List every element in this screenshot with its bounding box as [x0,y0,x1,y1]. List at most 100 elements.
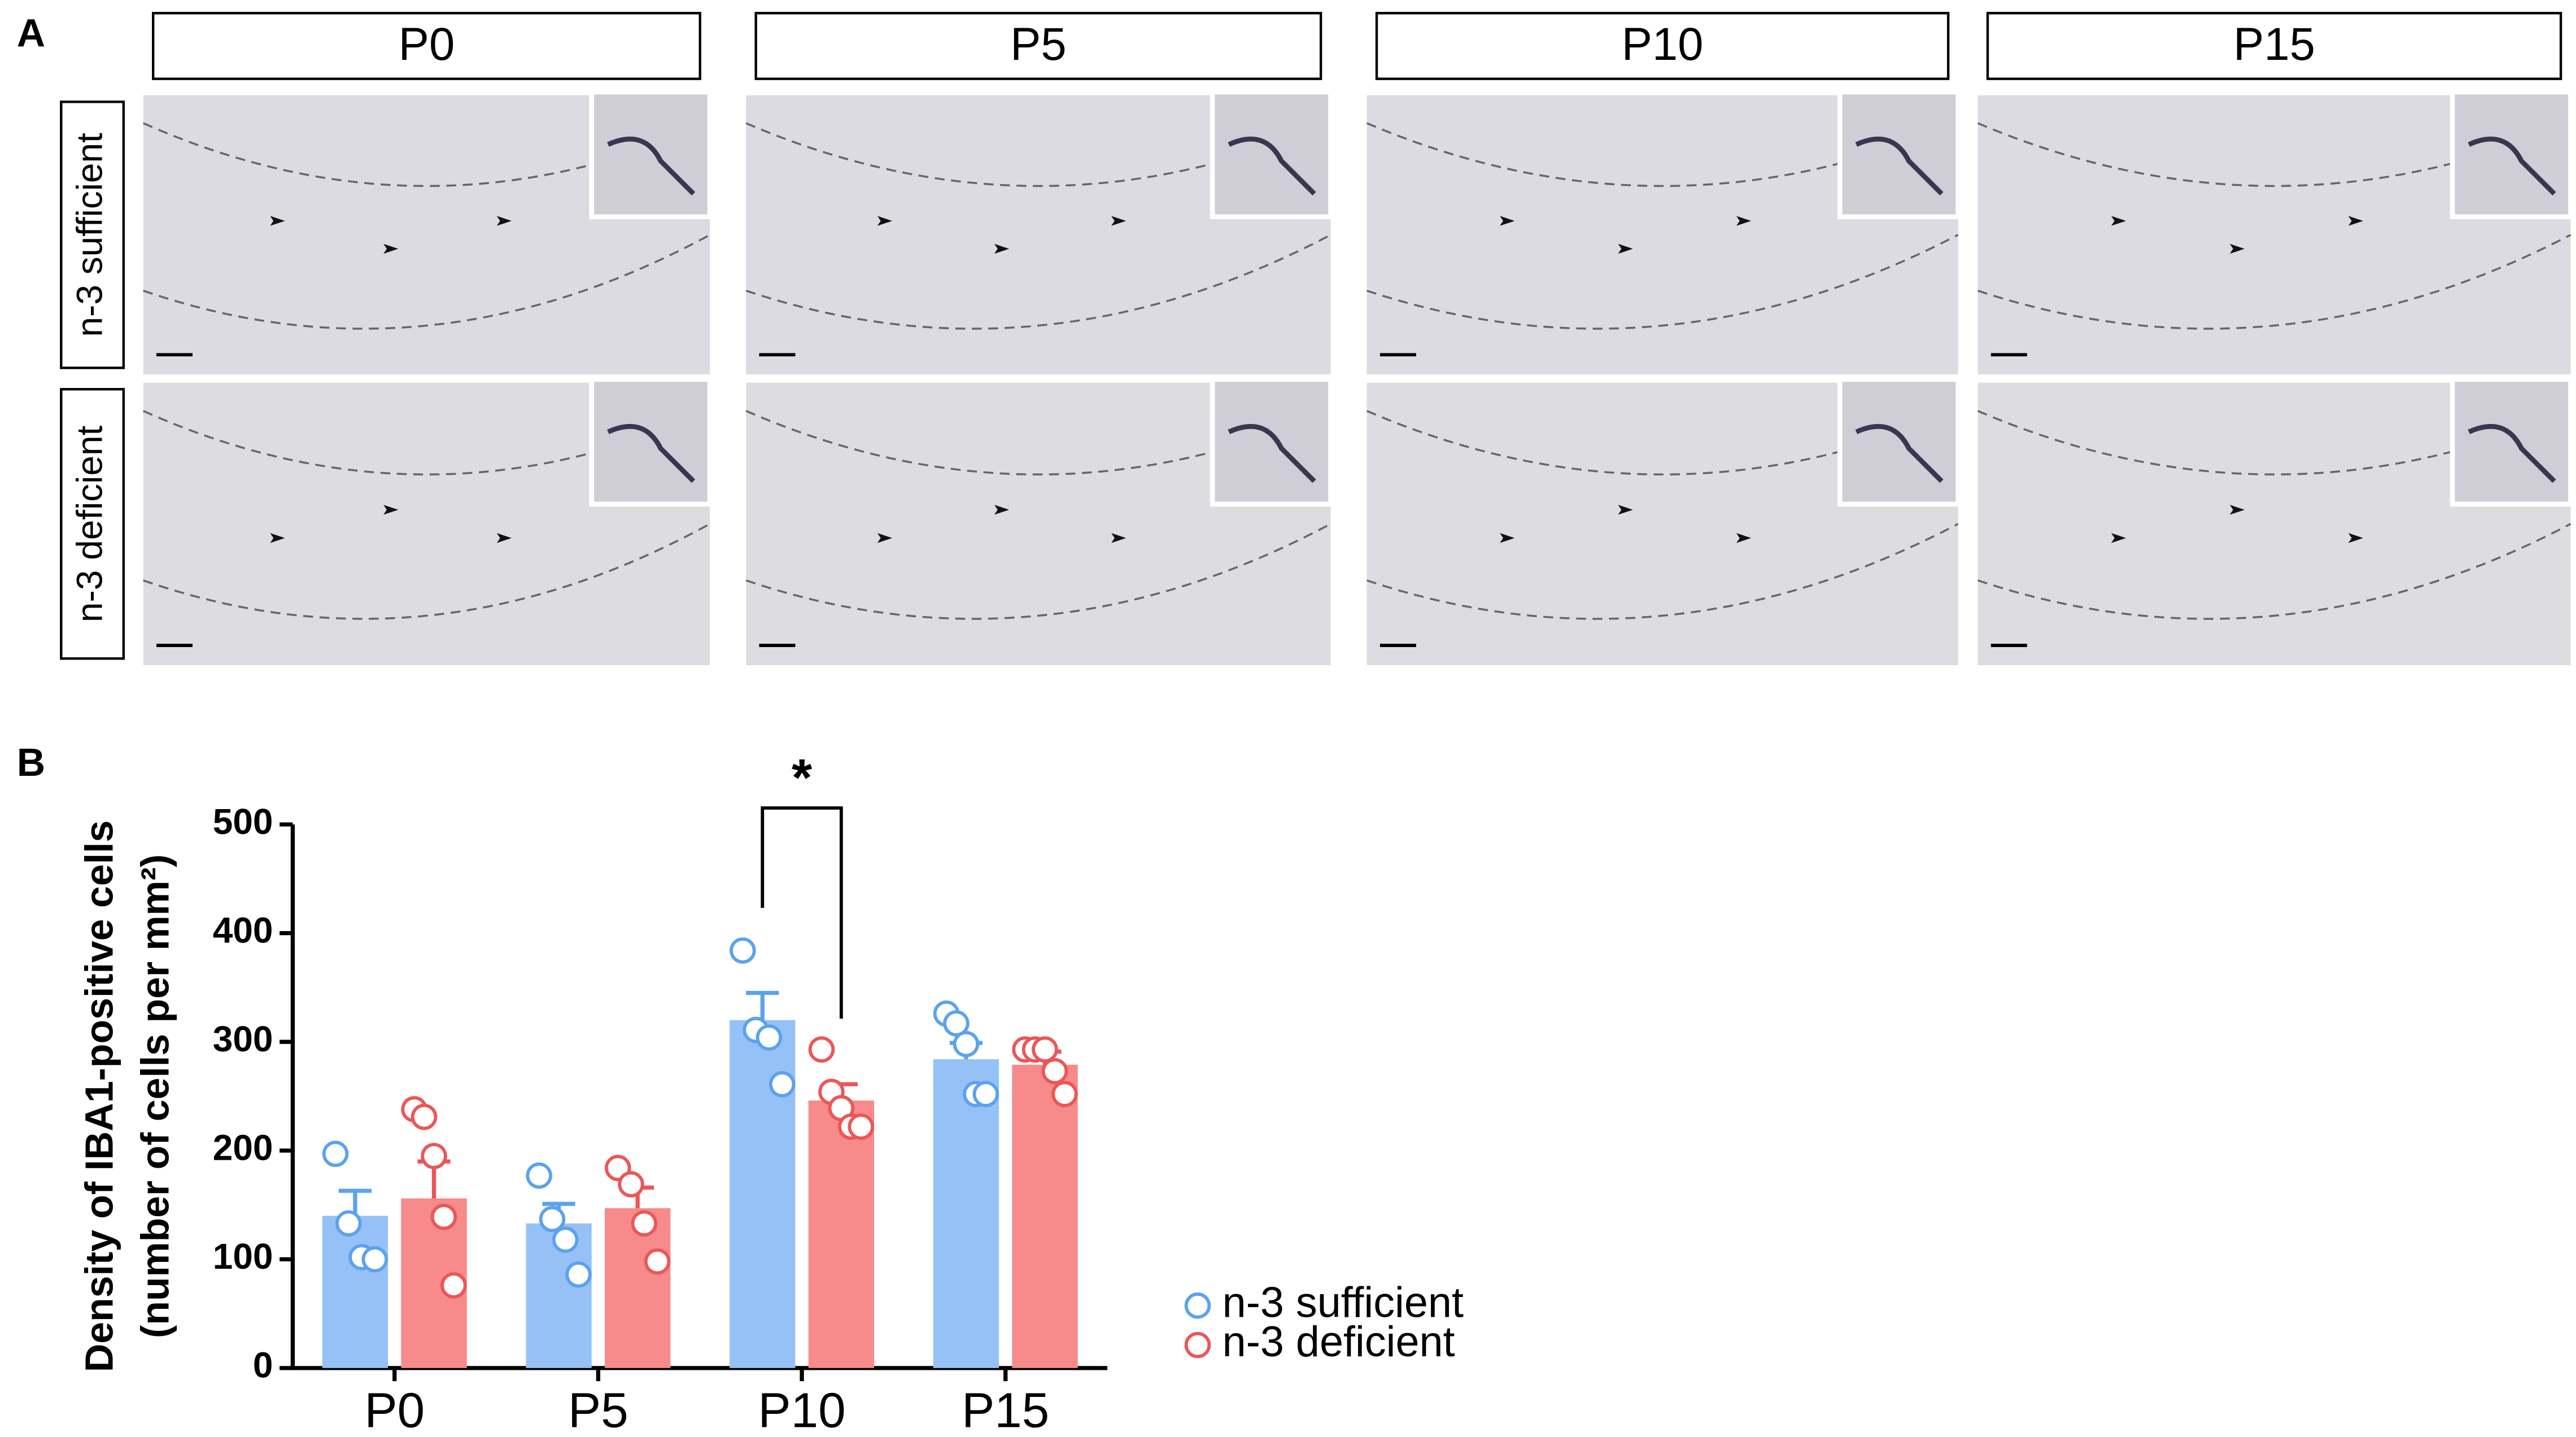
tract-outline [1366,234,1959,330]
arrowhead [2111,216,2127,226]
column-header-box [1986,12,2562,80]
x-tick-label: P5 [568,1383,628,1437]
column-header: P0 [399,19,455,70]
bar [808,1100,875,1368]
tract-outline [745,523,1331,620]
inset [1837,377,1961,507]
panel-label: B [17,740,45,784]
panel-label: A [17,11,45,55]
x-tick-label: P0 [364,1383,425,1437]
row-label: n-3 deficient [69,425,110,622]
tract-outline [143,523,711,620]
error-bar [746,990,779,1020]
inset [589,377,713,507]
data-point [322,1141,349,1167]
data-point [769,1071,796,1098]
arrowhead [1111,533,1127,543]
data-point [943,1010,970,1037]
y-tick-label: 200 [213,1128,273,1168]
tract-outline [1366,523,1959,620]
data-point [552,1226,579,1253]
arrowhead [994,243,1010,254]
data-point [848,1113,875,1140]
inset-cell [2468,136,2556,196]
arrowhead [877,216,893,226]
column-header: P15 [2233,19,2315,70]
arrowhead [496,533,512,543]
data-point [565,1261,592,1288]
bar [933,1059,999,1368]
bar [605,1208,671,1368]
inset [1837,89,1961,220]
data-point [411,1103,438,1130]
y-tick-label: 0 [253,1345,273,1386]
error-bar [338,1189,372,1216]
inset-cell [1228,136,1316,196]
data-point [1051,1081,1078,1107]
data-point [730,937,756,964]
data-point [756,1024,783,1051]
arrowhead [270,216,285,226]
data-point [808,1036,835,1063]
data-point [335,1210,362,1237]
arrowhead [2229,505,2245,515]
data-point [361,1246,388,1273]
column-header-box [754,12,1322,80]
arrowhead [2348,533,2364,543]
row-label: n-3 sufficient [69,133,110,337]
data-point [430,1203,457,1230]
inset-cell [1855,136,1944,196]
arrowhead [877,533,893,543]
arrowhead [2348,216,2364,226]
data-point [421,1143,447,1169]
inset-cell [2468,423,2556,483]
data-point [618,1171,644,1198]
arrowhead [1500,533,1515,543]
y-tick-label: 100 [213,1236,273,1277]
inset [2450,89,2573,220]
bar [322,1216,388,1368]
data-point [644,1248,671,1275]
x-tick-label: P15 [962,1383,1049,1437]
inset [589,89,713,220]
arrowhead [270,533,285,543]
inset [1210,377,1333,507]
micrograph-panel: P0 P5 P10 P15 n-3 sufficient n-3 deficient [60,12,2573,665]
arrowhead [1736,216,1752,226]
row-label-box [60,101,125,369]
column-header: P10 [1622,19,1704,70]
inset-cell [607,423,696,483]
y-tick-label: 400 [213,910,273,951]
arrowhead [383,505,399,515]
arrowhead [2111,533,2127,543]
tract-outline [1977,234,2571,330]
column-header-box [151,12,701,80]
bar [1012,1064,1078,1368]
data-point [972,1081,999,1107]
data-point [1041,1058,1068,1085]
x-tick-label: P10 [758,1383,845,1437]
arrowhead [1618,505,1633,515]
column-header-box [1375,12,1950,80]
legend-label: n-3 sufficient [1222,1279,1464,1326]
y-axis-label: Density of IBA1-positive cells [77,820,121,1372]
tract-outline [143,234,711,330]
data-point [440,1272,467,1299]
arrowhead [2229,243,2245,254]
y-tick-label: 300 [213,1019,273,1059]
inset [2450,377,2573,507]
data-point [631,1210,658,1237]
inset [1210,89,1333,220]
arrowhead [496,216,512,226]
arrowhead [1111,216,1127,226]
y-tick-label: 500 [213,801,273,842]
column-header: P5 [1010,19,1067,70]
row-label-box [60,388,125,660]
data-point [1032,1036,1058,1063]
arrowhead [994,505,1010,515]
legend-label: n-3 deficient [1222,1318,1455,1366]
significance-label: * [792,748,813,807]
data-point [953,1030,980,1058]
